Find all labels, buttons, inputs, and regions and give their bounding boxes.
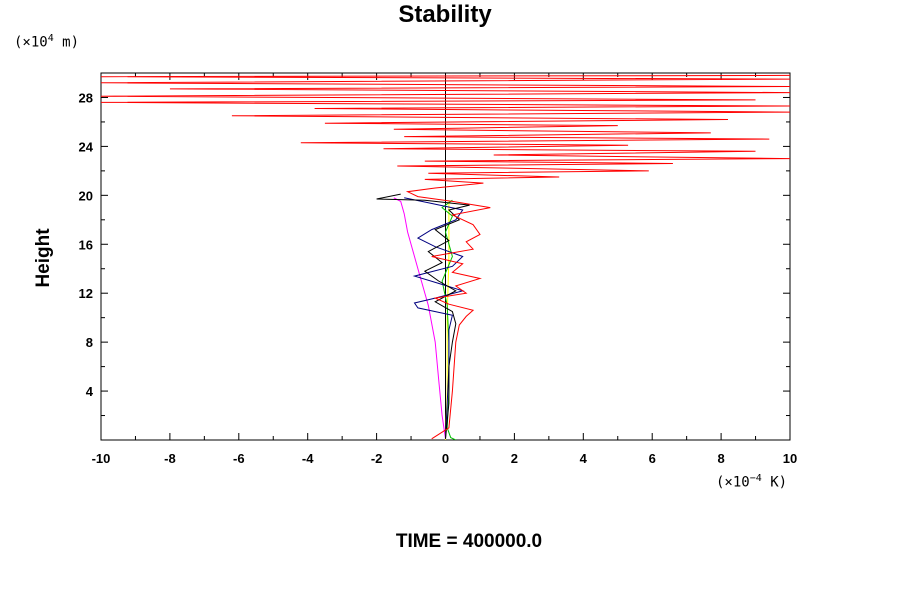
- x-axis-unit: (×10−4 K): [716, 473, 788, 491]
- x-tick-label: 0: [442, 451, 449, 466]
- series-line-magenta: [393, 197, 446, 439]
- series-line-blue: [404, 197, 465, 439]
- y-tick-label: 28: [79, 90, 93, 105]
- y-tick-label: 16: [79, 237, 93, 252]
- y-tick-label: 12: [79, 286, 93, 301]
- y-tick-label: 4: [86, 384, 94, 399]
- chart-title: Stability: [398, 1, 492, 28]
- x-tick-label: 2: [511, 451, 518, 466]
- x-tick-label: -6: [233, 451, 245, 466]
- series-line-black: [376, 193, 470, 439]
- series-line-green: [441, 199, 457, 440]
- x-tick-label: 8: [717, 451, 724, 466]
- y-tick-label: 24: [79, 139, 94, 154]
- y-tick-label: 8: [86, 335, 93, 350]
- y-axis-unit: (×104 m): [14, 33, 80, 51]
- x-tick-label: -8: [164, 451, 176, 466]
- x-tick-label: -10: [92, 451, 111, 466]
- x-tick-label: 4: [580, 451, 588, 466]
- time-label: TIME = 400000.0: [395, 531, 543, 552]
- series-line-red: [101, 74, 790, 440]
- x-tick-label: -4: [302, 451, 314, 466]
- x-tick-label: -2: [371, 451, 383, 466]
- x-tick-label: 10: [783, 451, 797, 466]
- y-tick-label: 20: [79, 188, 93, 203]
- x-tick-label: 6: [649, 451, 656, 466]
